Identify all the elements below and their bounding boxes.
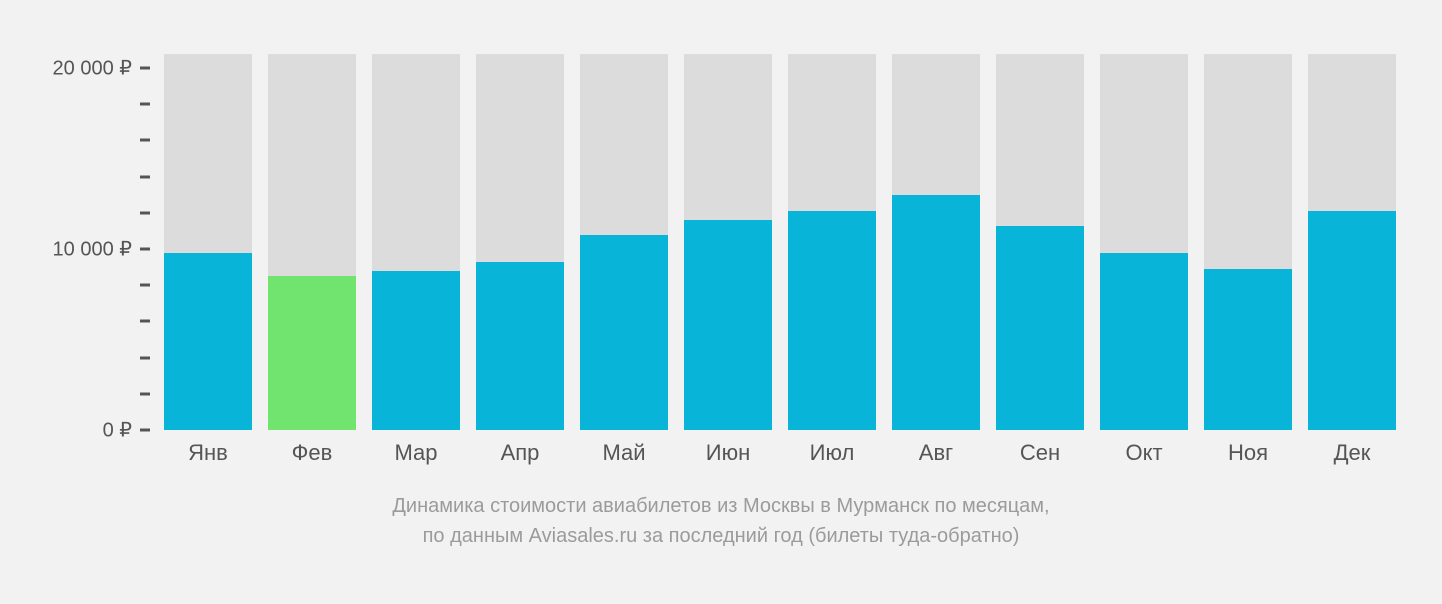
x-axis-label: Дек: [1308, 440, 1396, 466]
bar-value[interactable]: [1204, 269, 1292, 430]
y-tick-mark: [140, 67, 150, 70]
y-tick-mark: [140, 356, 150, 359]
bar-value[interactable]: [996, 226, 1084, 430]
y-tick-label: 20 000 ₽: [53, 56, 132, 81]
y-tick: [40, 284, 150, 287]
x-axis-label: Июл: [788, 440, 876, 466]
x-axis-label: Июн: [684, 440, 772, 466]
bar-value[interactable]: [164, 253, 252, 430]
bar-value[interactable]: [580, 235, 668, 430]
bar-slot: [476, 50, 564, 430]
y-tick-mark: [140, 429, 150, 432]
y-tick: [40, 211, 150, 214]
bar-value[interactable]: [372, 271, 460, 430]
x-axis-label: Апр: [476, 440, 564, 466]
y-tick: 0 ₽: [40, 418, 150, 443]
y-tick-mark: [140, 284, 150, 287]
plot-area: [150, 50, 1410, 430]
bar-slot: [788, 50, 876, 430]
bar-value[interactable]: [684, 220, 772, 430]
bar-slot: [684, 50, 772, 430]
y-tick-label: 0 ₽: [103, 418, 132, 443]
chart-caption-line2: по данным Aviasales.ru за последний год …: [0, 525, 1442, 548]
y-tick-mark: [140, 139, 150, 142]
y-tick: [40, 356, 150, 359]
bar-value[interactable]: [892, 195, 980, 430]
bar-slot: [996, 50, 1084, 430]
x-axis-label: Мар: [372, 440, 460, 466]
x-axis-label: Авг: [892, 440, 980, 466]
y-tick: [40, 103, 150, 106]
y-tick-mark: [140, 392, 150, 395]
bar-value[interactable]: [268, 276, 356, 430]
x-axis-label: Окт: [1100, 440, 1188, 466]
bar-slot: [1100, 50, 1188, 430]
y-tick-mark: [140, 248, 150, 251]
chart-caption-line1: Динамика стоимости авиабилетов из Москвы…: [0, 495, 1442, 518]
x-axis: Янв Фев Мар Апр Май Июн Июл Авг Сен Окт Ноя Дек: [150, 440, 1410, 466]
bar-slot: [268, 50, 356, 430]
bar-value[interactable]: [1308, 211, 1396, 430]
y-axis: 20 000 ₽10 000 ₽0 ₽: [40, 50, 150, 430]
y-tick: [40, 175, 150, 178]
y-tick-mark: [140, 103, 150, 106]
x-axis-label: Ноя: [1204, 440, 1292, 466]
bar-slot: [164, 50, 252, 430]
bar-value[interactable]: [1100, 253, 1188, 430]
y-tick-mark: [140, 175, 150, 178]
x-axis-label: Май: [580, 440, 668, 466]
y-tick: [40, 139, 150, 142]
x-axis-label: Янв: [164, 440, 252, 466]
x-axis-label: Фев: [268, 440, 356, 466]
y-tick: [40, 320, 150, 323]
y-tick-label: 10 000 ₽: [53, 237, 132, 262]
bar-slot: [580, 50, 668, 430]
bar-slot: [372, 50, 460, 430]
bar-slot: [892, 50, 980, 430]
bar-value[interactable]: [476, 262, 564, 430]
y-tick: [40, 392, 150, 395]
price-chart: 20 000 ₽10 000 ₽0 ₽: [40, 50, 1410, 430]
bar-slot: [1308, 50, 1396, 430]
y-tick: 10 000 ₽: [40, 237, 150, 262]
y-tick-mark: [140, 320, 150, 323]
bar-value[interactable]: [788, 211, 876, 430]
y-tick-mark: [140, 211, 150, 214]
x-axis-label: Сен: [996, 440, 1084, 466]
y-tick: 20 000 ₽: [40, 56, 150, 81]
bar-slot: [1204, 50, 1292, 430]
